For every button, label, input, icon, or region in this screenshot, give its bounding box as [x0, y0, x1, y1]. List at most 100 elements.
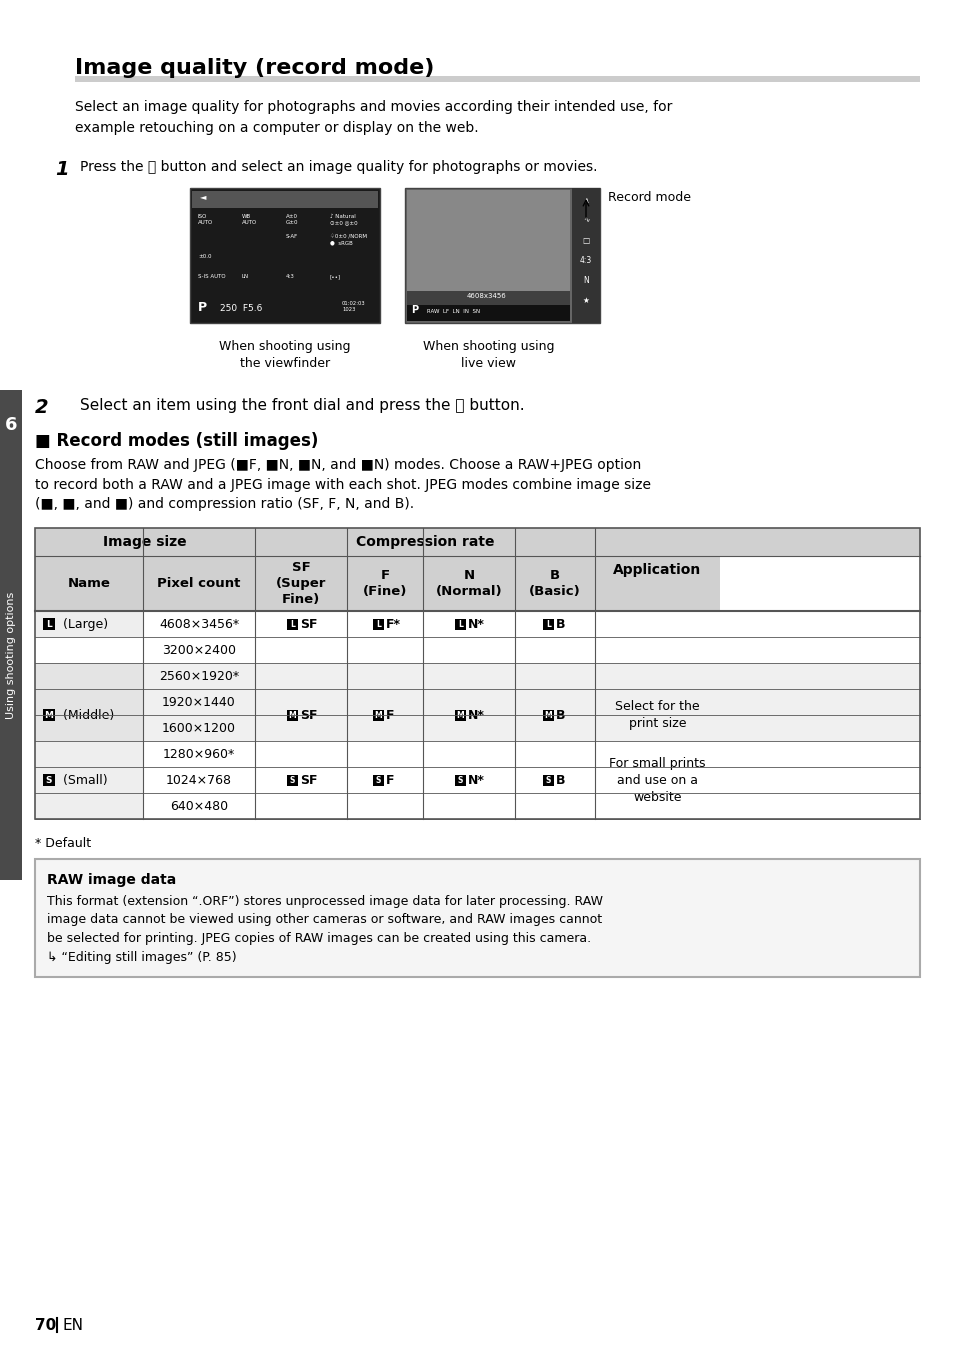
Text: 1600×1200: 1600×1200: [162, 722, 235, 734]
Text: SF
(Super
Fine): SF (Super Fine): [275, 560, 326, 607]
Bar: [407, 190, 569, 305]
Text: ±0.0: ±0.0: [198, 254, 212, 259]
Bar: [455, 775, 465, 786]
Bar: [35, 636, 919, 664]
Text: This format (extension “.ORF”) stores unprocessed image data for later processin: This format (extension “.ORF”) stores un…: [47, 896, 602, 963]
Text: RAW image data: RAW image data: [47, 873, 176, 887]
Text: Record mode: Record mode: [607, 191, 690, 204]
Bar: [35, 528, 919, 556]
Text: SF: SF: [299, 617, 317, 631]
Bar: [373, 710, 384, 721]
Text: Select an item using the front dial and press the ⒪ button.: Select an item using the front dial and …: [80, 398, 524, 413]
Text: 250  F5.6: 250 F5.6: [220, 304, 262, 313]
Text: L: L: [375, 620, 380, 628]
Text: 1920×1440: 1920×1440: [162, 696, 235, 708]
Text: When shooting using
live view: When shooting using live view: [422, 341, 554, 370]
Text: 3200×2400: 3200×2400: [162, 643, 235, 657]
Text: □: □: [581, 236, 589, 244]
Text: 1024×768: 1024×768: [166, 773, 232, 787]
Text: L: L: [457, 620, 462, 628]
Bar: [373, 619, 384, 630]
Text: Choose from RAW and JPEG (■F, ■N, ■N, and ■N) modes. Choose a RAW+JPEG option
to: Choose from RAW and JPEG (■F, ■N, ■N, an…: [35, 459, 650, 512]
Text: 4608×3456*: 4608×3456*: [159, 617, 239, 631]
Bar: [35, 741, 143, 820]
Text: B: B: [556, 617, 565, 631]
Text: Image quality (record mode): Image quality (record mode): [75, 58, 434, 77]
Text: WB
AUTO: WB AUTO: [242, 214, 257, 225]
Bar: [35, 664, 919, 689]
Text: S-IS AUTO: S-IS AUTO: [198, 274, 226, 280]
Text: B: B: [556, 708, 565, 722]
Text: N: N: [582, 275, 588, 285]
Text: ISO
AUTO: ISO AUTO: [198, 214, 213, 225]
Text: Compression rate: Compression rate: [355, 535, 494, 550]
Text: N*: N*: [468, 708, 484, 722]
Text: N*: N*: [468, 773, 484, 787]
Bar: [75, 76, 919, 81]
Text: M: M: [289, 711, 296, 719]
Text: F: F: [386, 708, 395, 722]
Bar: [43, 773, 55, 786]
Text: LN: LN: [242, 274, 249, 280]
Bar: [43, 617, 55, 630]
Bar: [455, 619, 465, 630]
Bar: [455, 710, 465, 721]
Text: A±0
G±0: A±0 G±0: [286, 214, 298, 225]
Text: S: S: [46, 775, 52, 784]
Text: S-AF: S-AF: [286, 233, 298, 239]
Text: S: S: [545, 775, 551, 784]
Text: ∧: ∧: [582, 195, 588, 205]
Text: For small prints
and use on a
website: For small prints and use on a website: [609, 756, 705, 803]
Bar: [35, 689, 919, 715]
Text: SF: SF: [299, 708, 317, 722]
Text: ♤0±0 /NORM
●  sRGB: ♤0±0 /NORM ● sRGB: [330, 233, 367, 246]
Bar: [192, 191, 377, 208]
Text: B: B: [556, 773, 565, 787]
Text: (Large): (Large): [59, 617, 108, 631]
Text: Pixel count: Pixel count: [157, 577, 240, 590]
Bar: [373, 775, 384, 786]
Bar: [0, 389, 22, 879]
Text: Image size: Image size: [103, 535, 187, 550]
Text: P: P: [198, 301, 207, 313]
Text: ◄: ◄: [200, 191, 206, 201]
Text: 2: 2: [35, 398, 49, 417]
Text: M: M: [456, 711, 464, 719]
Bar: [35, 767, 919, 792]
Text: 1280×960*: 1280×960*: [163, 748, 234, 760]
Text: N
(Normal): N (Normal): [436, 569, 502, 598]
Text: Select an image quality for photographs and movies according their intended use,: Select an image quality for photographs …: [75, 100, 672, 134]
Text: L: L: [290, 620, 294, 628]
Text: 640×480: 640×480: [170, 799, 228, 813]
Text: M: M: [544, 711, 552, 719]
Text: 6: 6: [5, 417, 17, 434]
Text: L: L: [46, 620, 51, 628]
Text: ★: ★: [582, 296, 589, 304]
Text: 1: 1: [55, 160, 69, 179]
Text: Name: Name: [68, 577, 111, 590]
Text: S: S: [375, 775, 381, 784]
Bar: [287, 775, 297, 786]
Bar: [407, 290, 569, 305]
Text: Using shooting options: Using shooting options: [6, 592, 16, 719]
Text: L: L: [545, 620, 551, 628]
Bar: [542, 775, 554, 786]
Text: ∿: ∿: [582, 216, 589, 224]
Bar: [35, 556, 595, 611]
Bar: [43, 708, 55, 721]
Text: F
(Fine): F (Fine): [362, 569, 407, 598]
Text: Press the ⒪ button and select an image quality for photographs or movies.: Press the ⒪ button and select an image q…: [80, 160, 597, 174]
Text: N*: N*: [468, 617, 484, 631]
Bar: [572, 189, 599, 323]
Bar: [542, 619, 554, 630]
Bar: [405, 189, 599, 323]
Text: EN: EN: [63, 1318, 84, 1333]
Text: F: F: [386, 773, 395, 787]
Text: Application: Application: [613, 563, 700, 577]
Text: M: M: [375, 711, 382, 719]
Bar: [35, 611, 143, 636]
Text: When shooting using
the viewfinder: When shooting using the viewfinder: [219, 341, 351, 370]
Text: ♪ Natural
⊙±0 ◎±0: ♪ Natural ⊙±0 ◎±0: [330, 214, 357, 225]
Bar: [35, 741, 919, 767]
Bar: [35, 528, 919, 820]
